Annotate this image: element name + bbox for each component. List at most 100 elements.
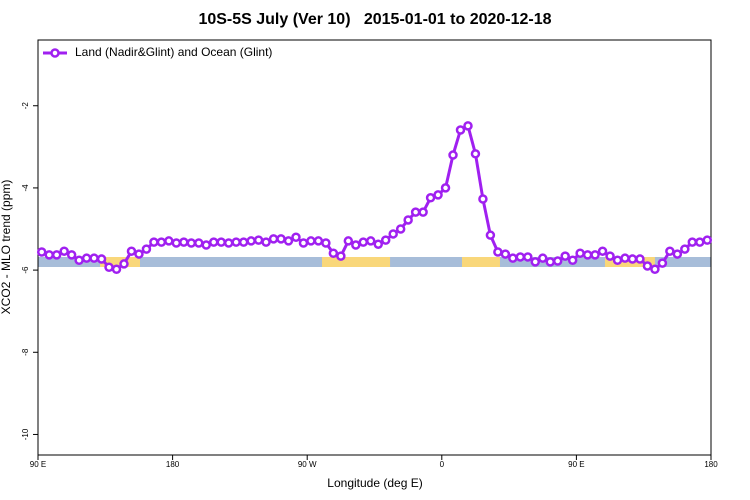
point — [276, 234, 286, 244]
point — [545, 257, 555, 267]
point — [186, 238, 197, 248]
point — [81, 253, 92, 263]
point — [455, 125, 466, 135]
x-tick-label: 90 W — [298, 460, 317, 469]
point — [246, 236, 256, 246]
x-tick-label: 180 — [704, 460, 718, 469]
point — [149, 237, 159, 247]
point — [605, 251, 615, 261]
point — [380, 235, 391, 245]
point — [680, 244, 690, 254]
point — [485, 230, 496, 240]
point — [687, 237, 698, 247]
point — [597, 246, 608, 256]
point — [134, 249, 144, 259]
point — [665, 246, 675, 256]
point — [321, 238, 331, 248]
y-tick-label: -4 — [21, 184, 30, 192]
point — [291, 232, 301, 242]
point — [201, 240, 211, 250]
chart-title: 10S-5S July (Ver 10) 2015-01-01 to 2020-… — [198, 11, 551, 28]
point — [478, 194, 488, 204]
point — [253, 235, 264, 245]
point — [358, 237, 369, 247]
point — [552, 256, 563, 266]
point — [500, 249, 511, 259]
point — [306, 236, 316, 246]
land-region — [322, 257, 391, 267]
point — [343, 236, 354, 246]
point — [620, 253, 630, 263]
point — [119, 259, 129, 269]
point — [141, 244, 152, 254]
point — [156, 237, 167, 247]
y-tick-label: -10 — [21, 428, 30, 440]
point — [59, 246, 69, 256]
point — [268, 234, 279, 244]
point — [261, 237, 271, 247]
point — [560, 251, 570, 261]
x-axis-label: Longitude (deg E) — [327, 476, 422, 490]
point — [582, 250, 593, 260]
point — [96, 254, 107, 264]
point — [351, 240, 361, 250]
point — [523, 252, 533, 262]
point — [366, 236, 376, 246]
point — [171, 238, 182, 248]
point — [89, 253, 99, 263]
point — [642, 261, 653, 271]
point — [463, 121, 473, 131]
point — [336, 251, 346, 261]
point — [530, 257, 541, 267]
point — [208, 237, 219, 247]
point — [66, 250, 77, 260]
point — [627, 254, 638, 264]
x-tick-label: 0 — [440, 460, 445, 469]
point — [418, 207, 428, 217]
point — [223, 238, 234, 248]
point — [231, 237, 241, 247]
point — [238, 237, 249, 247]
point — [470, 149, 481, 159]
land-region — [461, 257, 500, 267]
point — [425, 193, 436, 203]
legend-marker — [50, 48, 60, 58]
plot-frame — [37, 39, 712, 456]
point — [508, 253, 518, 263]
point — [433, 190, 443, 200]
point — [313, 236, 324, 246]
point — [590, 250, 600, 260]
point — [179, 237, 189, 247]
point — [515, 252, 526, 262]
point — [51, 250, 62, 260]
y-tick-label: -6 — [21, 266, 30, 274]
point — [650, 264, 660, 275]
point — [74, 255, 84, 265]
y-tick-label: -2 — [21, 102, 30, 110]
y-tick-label: -8 — [21, 348, 30, 356]
point — [410, 207, 421, 217]
point — [567, 255, 578, 265]
legend-label: Land (Nadir&Glint) and Ocean (Glint) — [75, 45, 272, 59]
point — [395, 224, 406, 234]
point — [328, 248, 339, 259]
x-tick-label: 90 E — [30, 460, 46, 469]
point — [164, 236, 174, 246]
y-axis-label: XCO2 - MLO trend (ppm) — [0, 180, 13, 315]
point — [373, 239, 383, 249]
x-tick-label: 180 — [166, 460, 180, 469]
point — [657, 258, 668, 268]
point — [111, 264, 122, 275]
point — [44, 250, 54, 260]
point — [283, 236, 294, 246]
point — [36, 247, 47, 257]
point — [672, 249, 683, 259]
point — [635, 254, 645, 264]
x-tick-label: 90 E — [568, 460, 584, 469]
point — [388, 229, 398, 239]
point — [538, 253, 548, 263]
point — [194, 238, 204, 248]
point — [575, 248, 585, 259]
point — [126, 246, 137, 256]
